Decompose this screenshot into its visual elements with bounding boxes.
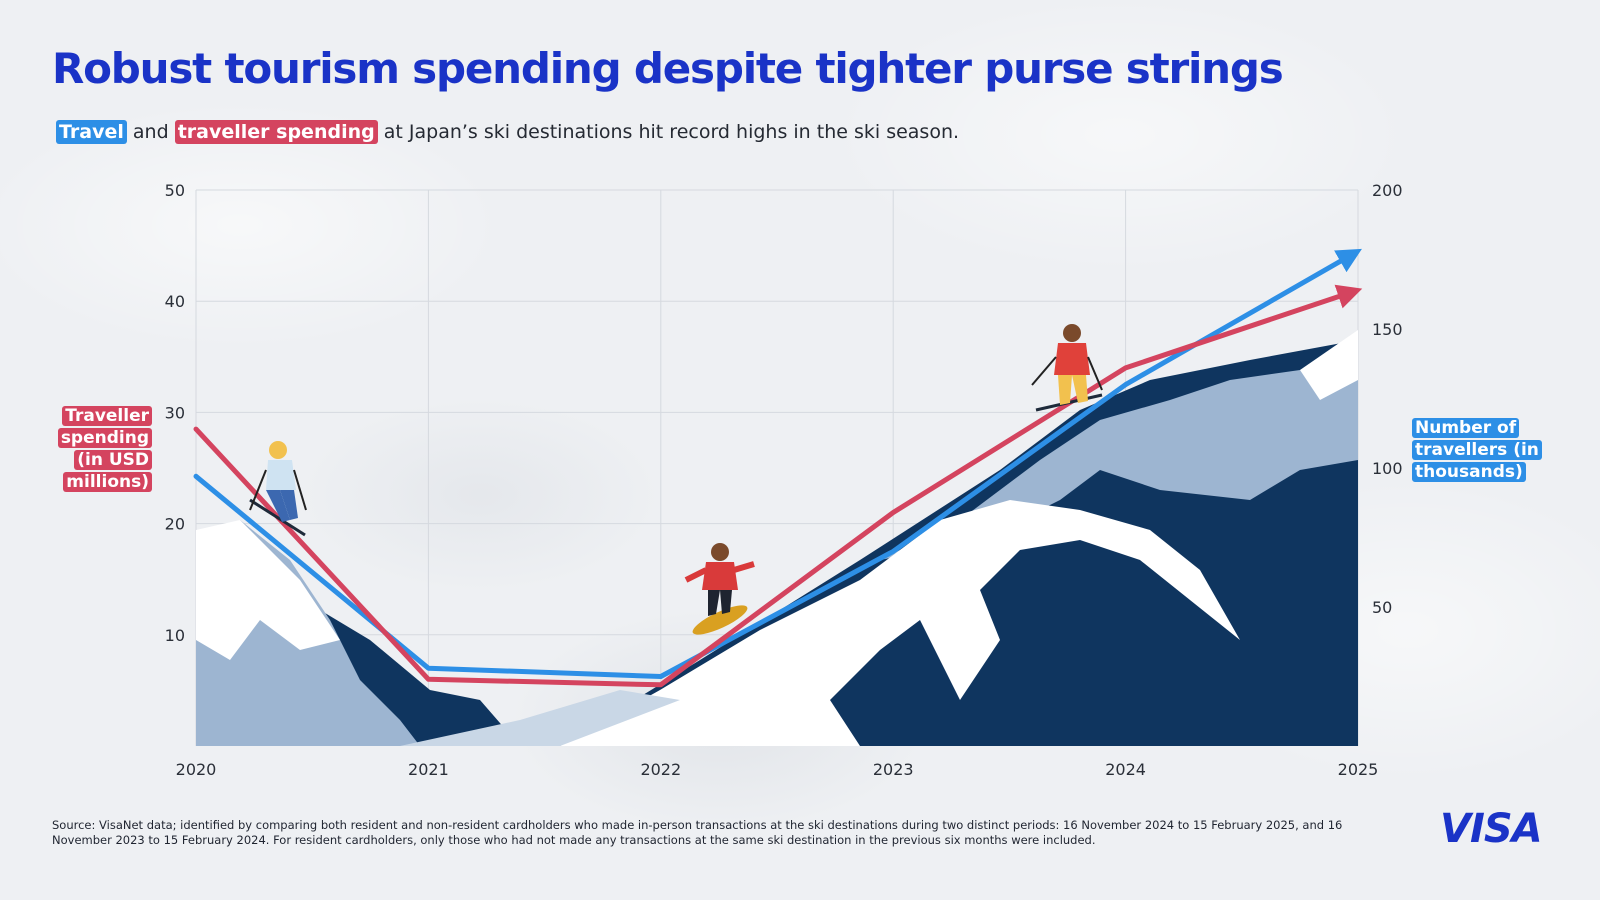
right-axis-title-line: Number of [1412,418,1520,438]
x-tick-label: 2025 [1338,760,1379,779]
x-tick-label: 2024 [1105,760,1146,779]
subtitle-rest: at Japan’s ski destinations hit record h… [383,121,960,143]
right-tick-label: 150 [1372,320,1403,339]
left-tick-label: 50 [165,181,185,200]
subtitle-connector: and [132,121,169,143]
x-tick-label: 2023 [873,760,914,779]
mountain-illustration [196,330,1358,746]
x-tick-label: 2020 [176,760,217,779]
left-axis-title-line: millions) [63,472,152,492]
right-axis-title: Number of travellers (in thousands) [1412,417,1562,483]
x-tick-label: 2022 [640,760,681,779]
left-tick-label: 10 [165,626,185,645]
snow-ridge-right [560,500,1240,746]
snow-peak-right [1300,330,1358,400]
right-tick-label: 50 [1372,598,1392,617]
right-tick-label: 100 [1372,459,1403,478]
snow-left [196,520,340,660]
left-axis-ticks: 10 20 30 40 50 [165,181,185,645]
subtitle-highlight-spending: traveller spending [174,120,378,144]
visa-logo: VISA [1440,806,1543,852]
page-title: Robust tourism spending despite tighter … [52,44,1284,93]
left-tick-label: 30 [165,403,185,422]
snowboarder-icon [684,543,755,635]
series-line-traveller-spending [193,284,1363,688]
left-tick-label: 20 [165,515,185,534]
left-axis-title: Traveller spending (in USD millions) [12,405,152,493]
skier-icon [1031,324,1103,412]
x-axis-ticks: 2020 2021 2022 2023 2024 2025 [176,760,1379,779]
left-tick-label: 40 [165,292,185,311]
x-tick-label: 2021 [408,760,449,779]
right-tick-label: 200 [1372,181,1403,200]
left-axis-title-line: spending [57,428,152,448]
mountain-light-front [400,690,680,746]
subtitle: Travel and traveller spending at Japan’s… [56,120,960,144]
right-axis-title-line: travellers (in [1412,440,1542,460]
skier-icon [249,441,307,537]
right-axis-ticks: 50 100 150 200 [1372,181,1403,617]
right-axis-title-line: thousands) [1412,462,1526,482]
left-axis-title-line: (in USD [74,450,152,470]
subtitle-highlight-travel: Travel [56,120,127,144]
series-lines [193,248,1363,688]
source-note: Source: VisaNet data; identified by comp… [52,818,1343,847]
left-axis-title-line: Traveller [62,406,152,426]
